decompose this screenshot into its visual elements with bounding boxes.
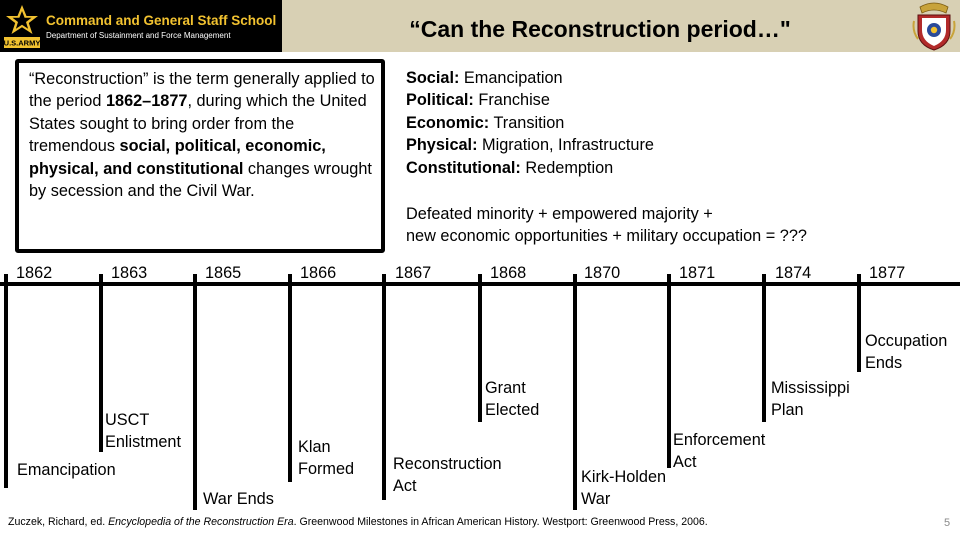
formula-line-1: Defeated minority + empowered majority + — [406, 205, 713, 223]
theme-social: Social: Emancipation — [406, 69, 563, 87]
year-1863: 1863 — [111, 264, 148, 282]
theme-constitutional: Constitutional: Redemption — [406, 158, 614, 177]
year-1865: 1865 — [205, 264, 242, 282]
event-occupation-ends: Occupation Ends — [865, 332, 948, 373]
slide-title: “Can the Reconstruction period…" — [409, 16, 791, 42]
tick-1866 — [288, 274, 292, 482]
theme-economic: Economic: Transition — [406, 113, 565, 132]
tick-1868 — [478, 274, 482, 422]
event-kirk-holden-war: Kirk-Holden War — [581, 468, 667, 509]
formula-text: Defeated minority + empowered majority +… — [406, 203, 807, 248]
year-1866: 1866 — [300, 264, 337, 282]
year-1871: 1871 — [679, 264, 716, 282]
page-number: 5 — [944, 517, 951, 529]
tick-1877 — [857, 274, 861, 372]
year-1877: 1877 — [869, 264, 906, 282]
logo-wordmark: U.S.ARMY — [4, 39, 41, 48]
tick-1871 — [667, 274, 671, 468]
event-mississippi-plan: Mississippi Plan — [771, 379, 850, 420]
themes-list: Social: Emancipation Political: Franchis… — [406, 67, 654, 179]
brand-block: U.S.ARMY Command and General Staff Schoo… — [0, 0, 282, 52]
year-1867: 1867 — [395, 264, 432, 282]
theme-physical: Physical: Migration, Infrastructure — [406, 136, 654, 155]
event-emancipation: Emancipation — [17, 461, 116, 479]
event-usct-enlistment: USCT Enlistment — [105, 411, 182, 452]
event-reconstruction-act: Reconstruction Act — [393, 455, 502, 496]
tick-1870 — [573, 274, 577, 510]
cgsc-crest-icon — [912, 2, 956, 51]
formula-line-2: new economic opportunities + military oc… — [406, 227, 807, 246]
tick-1865 — [193, 274, 197, 510]
army-star-logo-icon: U.S.ARMY — [3, 3, 41, 49]
tick-1874 — [762, 274, 766, 422]
header-bar: U.S.ARMY Command and General Staff Schoo… — [0, 0, 960, 52]
event-grant-elected: Grant Elected — [485, 379, 540, 420]
year-1874: 1874 — [775, 264, 812, 282]
tick-1862 — [4, 274, 8, 488]
year-1868: 1868 — [490, 264, 527, 282]
citation: Zuczek, Richard, ed. Encyclopedia of the… — [8, 516, 708, 528]
department-name: Department of Sustainment and Force Mana… — [46, 31, 231, 40]
tick-1867 — [382, 274, 386, 500]
event-klan-formed: Klan Formed — [298, 438, 355, 479]
definition-text: “Reconstruction” is the term generally a… — [29, 70, 375, 201]
tick-1863 — [99, 274, 103, 452]
school-name: Command and General Staff School — [46, 13, 277, 28]
definition-box: “Reconstruction” is the term generally a… — [15, 59, 385, 253]
event-war-ends: War Ends — [203, 490, 274, 508]
year-1870: 1870 — [584, 264, 621, 282]
event-enforcement-act: Enforcement Act — [673, 431, 766, 472]
theme-political: Political: Franchise — [406, 91, 550, 110]
year-1862: 1862 — [16, 264, 53, 282]
